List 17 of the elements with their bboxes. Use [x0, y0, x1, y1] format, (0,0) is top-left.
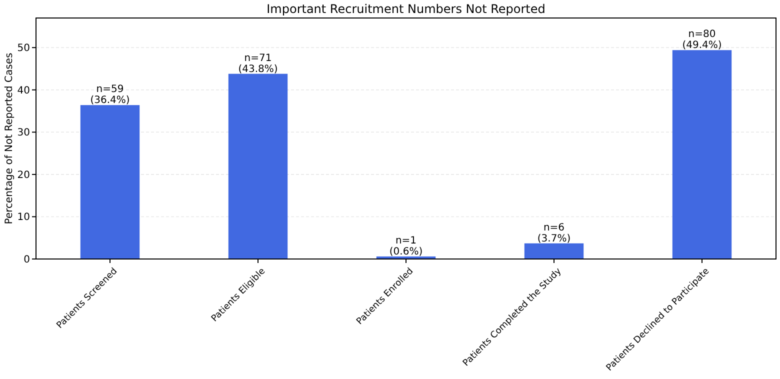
bar	[228, 74, 288, 259]
data-label: n=71 (43.8%)	[238, 52, 278, 75]
data-label: n=59 (36.4%)	[90, 84, 130, 106]
data-label: n=1 (0.6%)	[389, 235, 423, 258]
data-label: n=6 (3.7%)	[537, 222, 571, 244]
y-tick-label: 20	[17, 170, 30, 181]
bar	[80, 105, 140, 259]
y-tick-label: 40	[17, 85, 30, 96]
y-tick-label: 10	[17, 212, 30, 224]
y-tick-label: 0	[24, 254, 30, 266]
chart-title: Important Recruitment Numbers Not Reported	[266, 2, 546, 16]
data-label: n=80 (49.4%)	[682, 29, 722, 52]
y-tick-label: 30	[17, 128, 30, 139]
y-tick-label: 50	[17, 43, 30, 54]
bar	[672, 50, 732, 259]
y-axis-title: Percentage of Not Reported Cases	[4, 52, 15, 224]
bar	[524, 243, 584, 259]
